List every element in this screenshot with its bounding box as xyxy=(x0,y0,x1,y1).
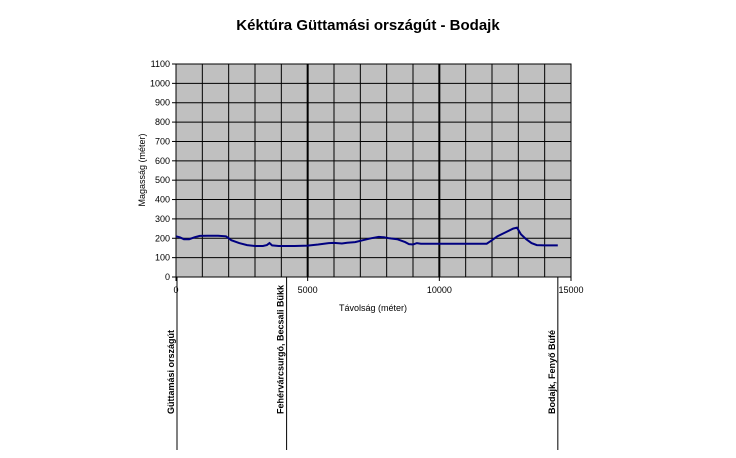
elevation-series-line xyxy=(175,226,558,247)
location-marker-label: Güttamási országút xyxy=(166,330,176,414)
y-tick-label: 400 xyxy=(155,195,170,205)
x-axis-ticks: 0 5000 10000 15000 xyxy=(173,277,584,295)
y-tick-label: 500 xyxy=(155,175,170,185)
location-markers: Güttamási országút Fehérvárcsurgó, Becsal… xyxy=(166,277,559,450)
x-axis-label: Távolság (méter) xyxy=(339,303,407,313)
chart-title: Kéktúra Güttamási országút - Bodajk xyxy=(236,17,500,34)
plot-area xyxy=(175,63,572,278)
grid xyxy=(176,63,571,278)
y-tick-label: 200 xyxy=(155,233,170,243)
y-tick-label: 1100 xyxy=(151,59,170,69)
x-tick-label: 15000 xyxy=(558,285,583,295)
x-tick-label: 10000 xyxy=(427,285,452,295)
x-tick-label: 5000 xyxy=(298,285,318,295)
y-axis-ticks: 0 100 200 300 400 500 600 700 800 900 1000 1100 xyxy=(150,59,176,282)
y-tick-label: 300 xyxy=(155,214,170,224)
y-tick-label: 1000 xyxy=(150,78,170,88)
y-tick-label: 800 xyxy=(155,117,170,127)
y-axis-label: Magasság (méter) xyxy=(137,133,147,206)
x-tick-label: 0 xyxy=(173,285,178,295)
y-tick-label: 100 xyxy=(155,253,170,263)
location-marker-label: Bodajk, Fenyő Büfé xyxy=(547,330,557,414)
location-marker-label: Fehérvárcsurgó, Becsali Bükk xyxy=(276,284,286,414)
y-tick-label: 900 xyxy=(155,98,170,108)
major-gridlines xyxy=(306,64,441,277)
y-tick-label: 700 xyxy=(155,136,170,146)
y-tick-label: 0 xyxy=(165,272,170,282)
y-tick-label: 600 xyxy=(155,156,170,166)
